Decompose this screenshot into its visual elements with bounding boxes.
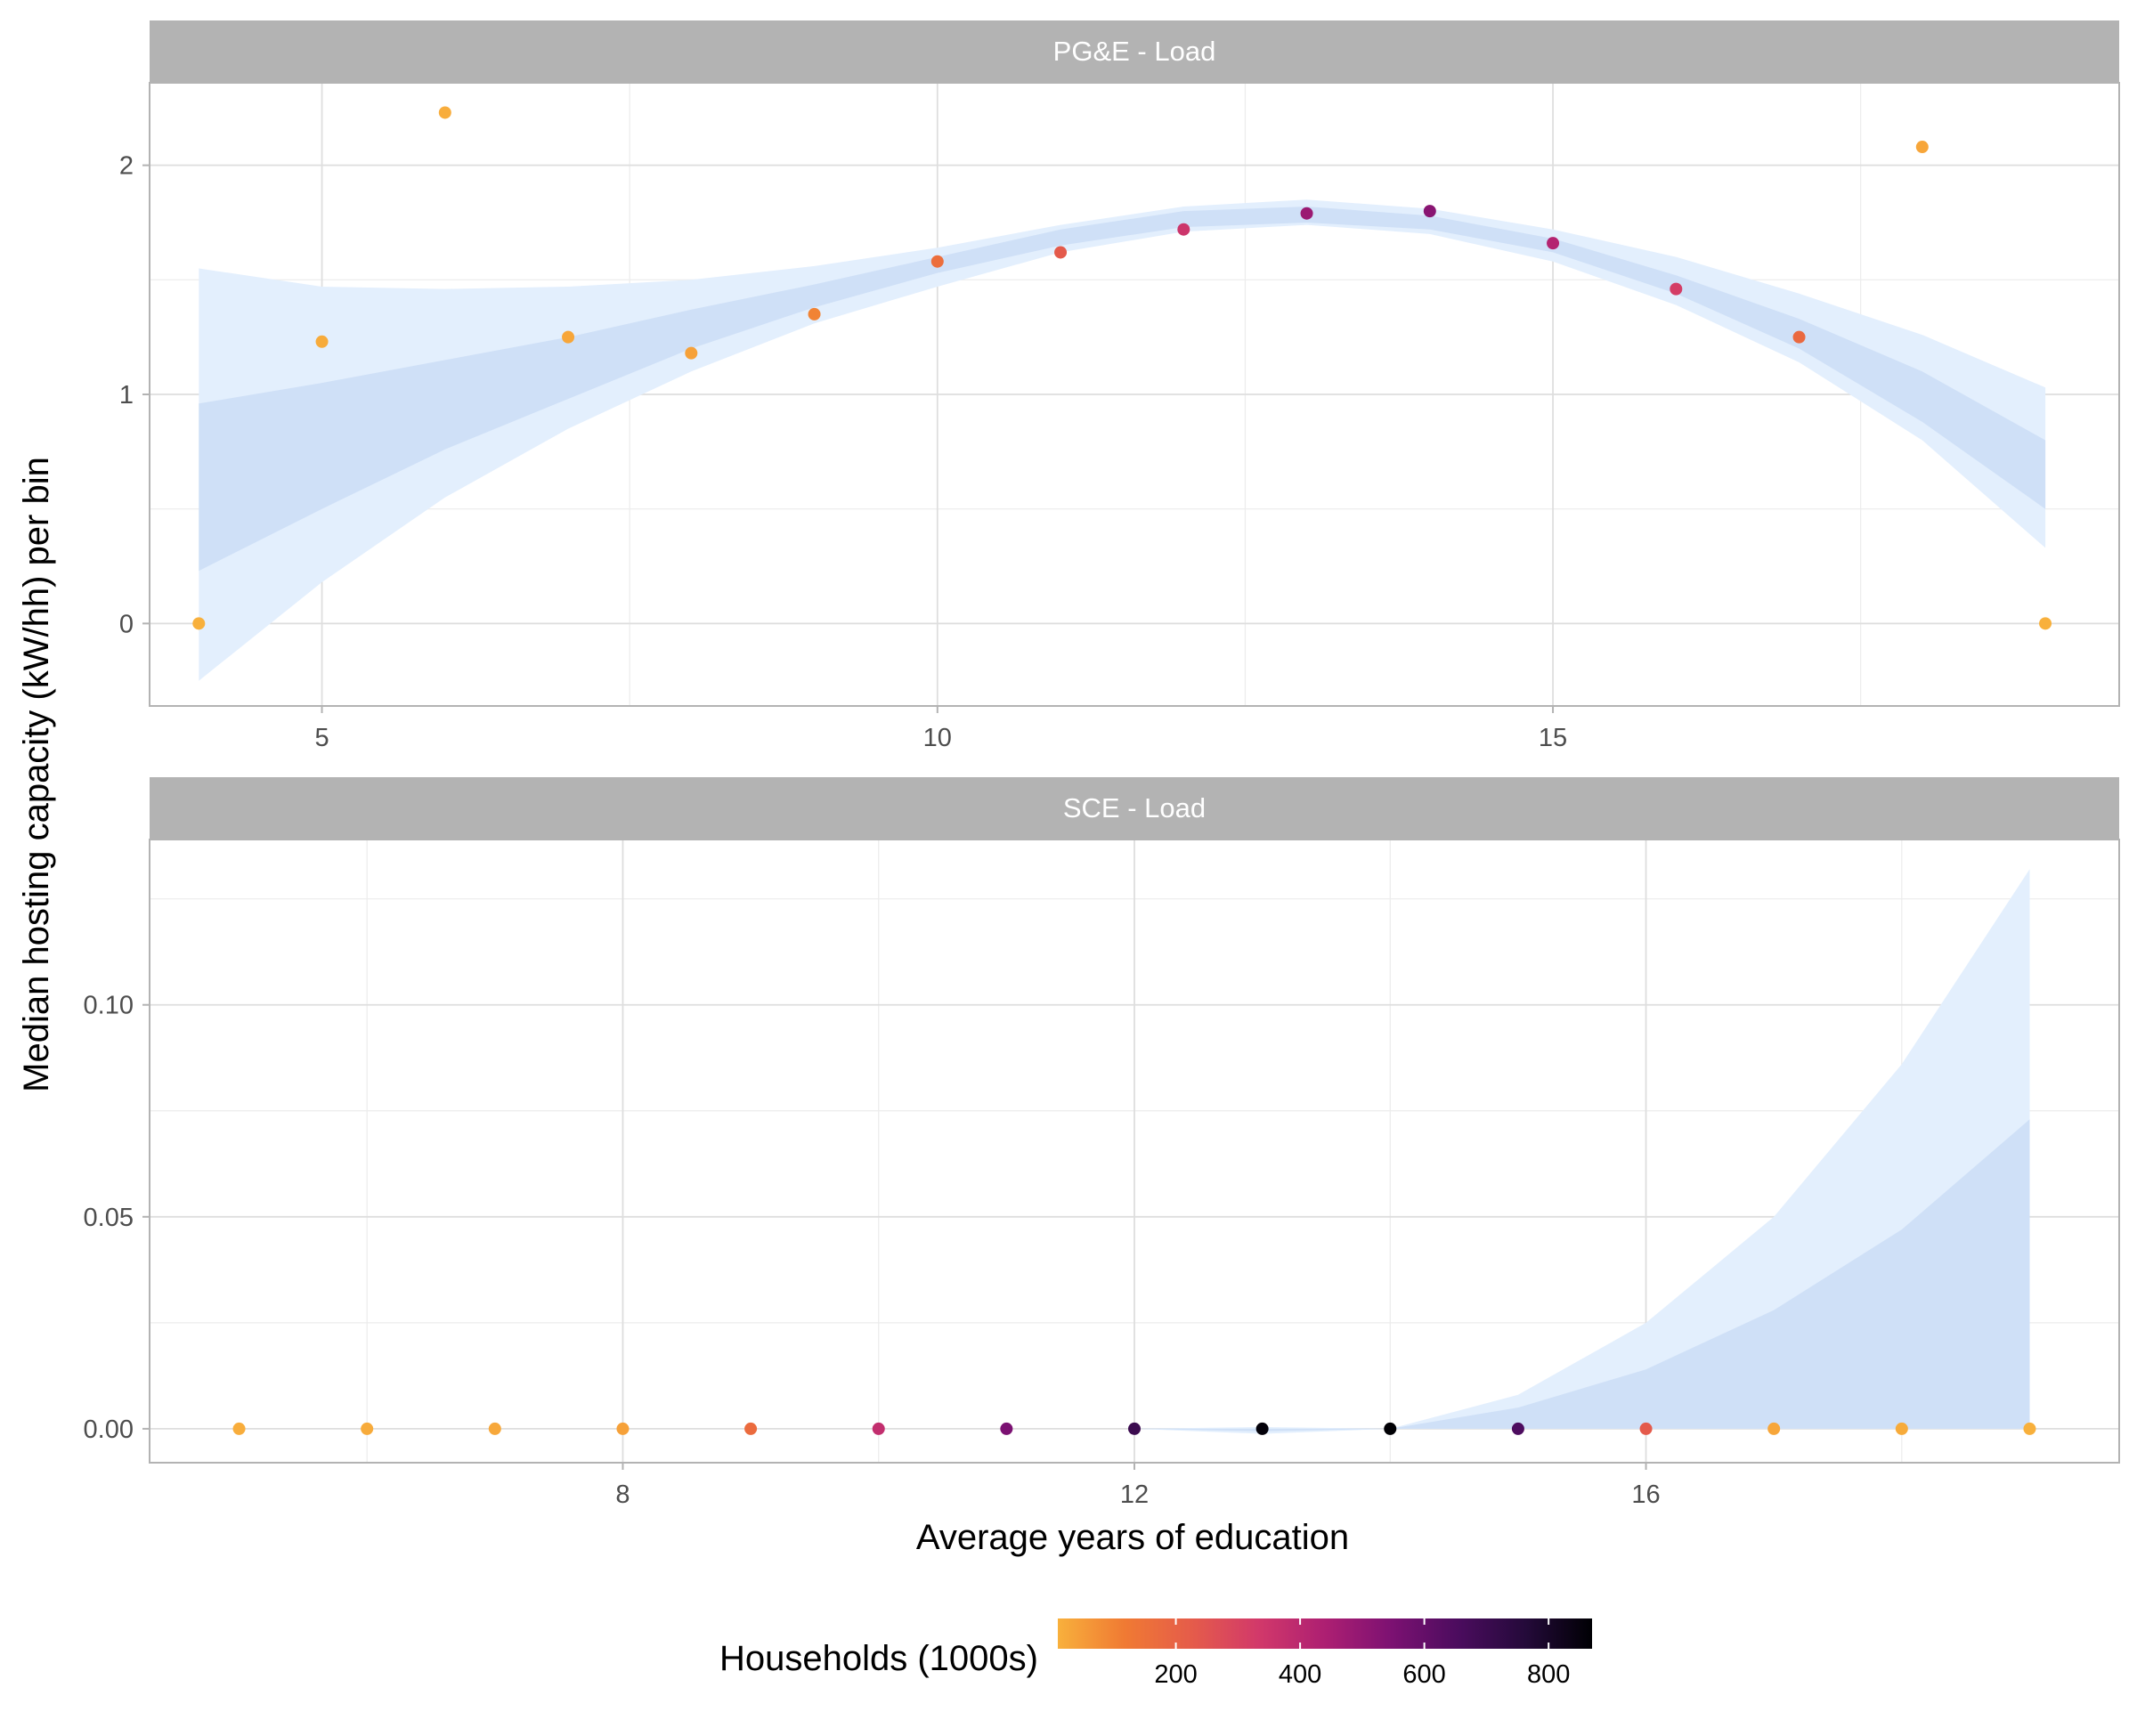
x-axis-title: Average years of education [916,1518,1349,1557]
panel-pge-y-ticks: 0 1 2 [119,152,150,638]
data-point [872,1422,885,1435]
confidence-band-inner [199,207,2046,572]
x-tick-label: 5 [314,724,329,752]
legend-colorbar [1058,1618,1592,1649]
data-point [1255,1422,1269,1435]
data-point [1670,282,1683,296]
data-point [1547,237,1560,250]
data-point [1792,330,1806,344]
panel-sce: SCE - Load 8 12 16 0.00 0.05 0.10 [84,777,2120,1509]
x-tick-label: 16 [1631,1480,1660,1509]
panel-pge-inner-band [199,207,2046,572]
y-tick-label: 0.10 [84,992,134,1020]
panel-sce-x-ticks: 8 12 16 [615,1463,1661,1509]
legend-ticks: 200 400 600 800 [1154,1618,1570,1689]
data-point [930,255,944,268]
legend: Households (1000s) 200 400 600 800 [719,1618,1592,1689]
data-point [232,1422,246,1435]
data-point [1384,1422,1397,1435]
legend-tick-label: 800 [1527,1660,1570,1689]
data-point [744,1422,758,1435]
confidence-band-inner [1134,1119,2030,1432]
data-point [1511,1422,1524,1435]
legend-tick-label: 600 [1402,1660,1445,1689]
x-tick-label: 15 [1539,724,1567,752]
data-point [2039,617,2052,630]
data-point [1915,141,1929,154]
panel-sce-y-ticks: 0.00 0.05 0.10 [84,992,150,1444]
y-tick-label: 0.05 [84,1204,134,1232]
panel-pge-points [192,106,2052,630]
data-point [685,346,698,360]
data-point [315,335,329,348]
data-point [562,330,575,344]
y-tick-label: 0 [119,610,134,638]
panel-sce-points [232,1422,2036,1435]
y-tick-label: 2 [119,152,134,181]
y-tick-label: 1 [119,381,134,410]
data-point [1300,207,1313,220]
panel-pge-strip [150,20,2119,83]
panel-pge: PG&E - Load 5 10 15 0 1 2 [119,20,2120,752]
data-point [2023,1422,2036,1435]
y-axis-title: Median hosting capacity (kW/hh) per bin [17,457,56,1092]
data-point [361,1422,374,1435]
legend-tick-label: 400 [1279,1660,1321,1689]
data-point [488,1422,501,1435]
data-point [808,307,821,320]
data-point [1000,1422,1013,1435]
data-point [1767,1422,1781,1435]
panel-pge-strip-label: PG&E - Load [1053,36,1216,67]
x-tick-label: 10 [923,724,952,752]
data-point [616,1422,630,1435]
x-tick-label: 12 [1120,1480,1149,1509]
data-point [438,106,451,119]
data-point [1423,205,1436,218]
x-tick-label: 8 [615,1480,630,1509]
data-point [1177,223,1190,236]
data-point [1054,246,1068,259]
data-point [1639,1422,1653,1435]
legend-tick-label: 200 [1154,1660,1197,1689]
legend-title: Households (1000s) [719,1639,1038,1678]
data-point [1895,1422,1908,1435]
panel-sce-strip [150,777,2119,840]
y-tick-label: 0.00 [84,1416,134,1444]
panel-pge-x-ticks: 5 10 15 [314,706,1567,752]
data-point [1128,1422,1141,1435]
panel-sce-inner-band [1134,1119,2030,1432]
data-point [192,617,206,630]
panel-sce-strip-label: SCE - Load [1063,792,1206,823]
